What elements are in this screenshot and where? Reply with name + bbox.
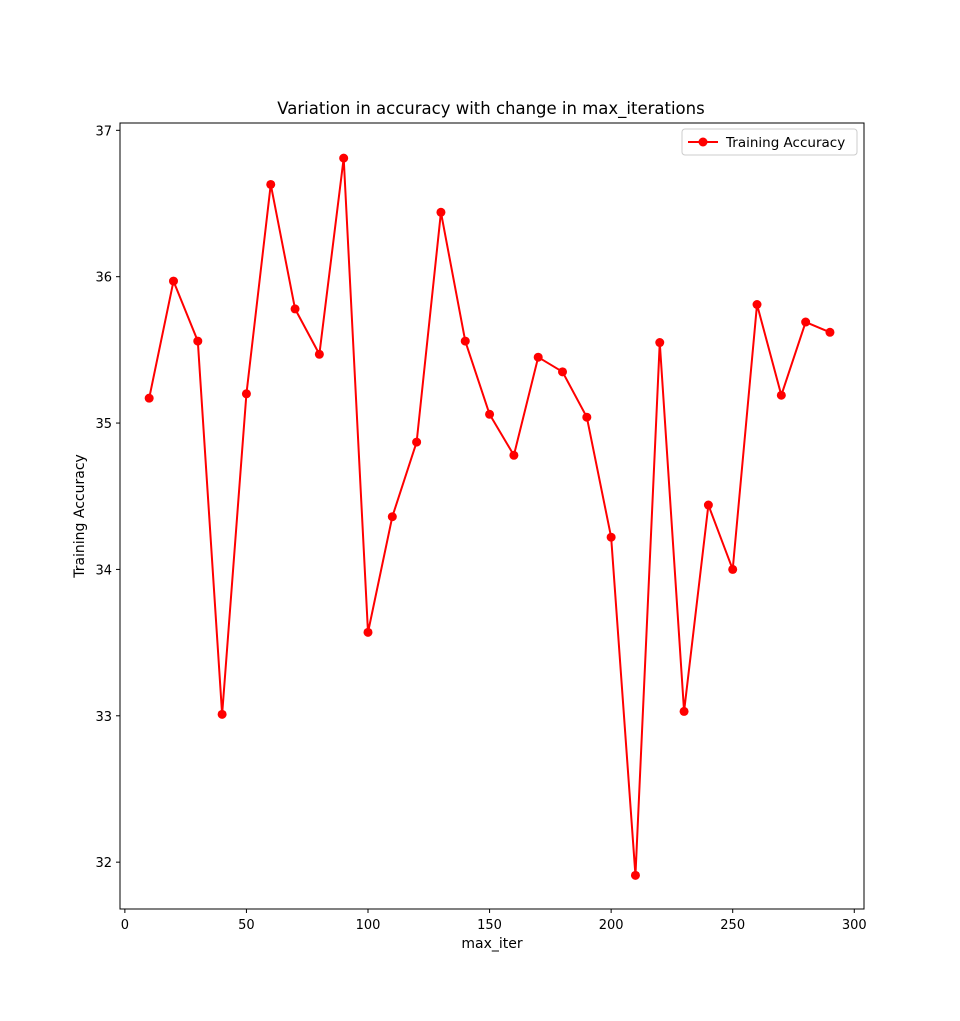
data-point [144, 393, 154, 403]
data-point [825, 327, 835, 337]
y-tick-label: 33 [95, 710, 112, 725]
data-point [217, 709, 227, 719]
legend-marker [698, 137, 708, 147]
data-point [168, 276, 178, 286]
y-tick-label: 35 [95, 417, 112, 432]
y-axis-label: Training Accuracy [72, 454, 88, 579]
x-tick-label: 50 [238, 918, 255, 933]
data-point [193, 336, 203, 346]
data-point [363, 627, 373, 637]
y-tick-label: 37 [95, 124, 112, 139]
data-point [679, 706, 689, 716]
data-point [412, 437, 422, 447]
data-point [801, 317, 811, 327]
data-point [776, 390, 786, 400]
data-point [290, 304, 300, 314]
data-point [752, 299, 762, 309]
x-tick-label: 250 [720, 918, 745, 933]
x-axis-ticks: 0 50 100 150 200 250 300 [121, 909, 867, 933]
data-point [460, 336, 470, 346]
x-tick-label: 100 [356, 918, 381, 933]
data-point [558, 367, 568, 377]
legend-label: Training Accuracy [725, 135, 845, 151]
x-axis-label: max_iter [461, 936, 522, 952]
data-point [314, 349, 324, 359]
data-point [509, 450, 519, 460]
data-point [533, 352, 543, 362]
data-point [485, 409, 495, 419]
plot-area [119, 122, 865, 910]
data-point [266, 179, 276, 189]
data-point [582, 412, 592, 422]
chart-title: Variation in accuracy with change in max… [277, 99, 704, 119]
y-tick-label: 36 [95, 271, 112, 286]
data-point [728, 564, 738, 574]
data-point [630, 870, 640, 880]
data-point [339, 153, 349, 163]
x-tick-label: 150 [477, 918, 502, 933]
legend: Training Accuracy [681, 128, 858, 156]
plot-frame [119, 122, 865, 910]
data-point [387, 512, 397, 522]
data-point [436, 207, 446, 217]
y-tick-label: 34 [95, 563, 112, 578]
y-tick-label: 32 [95, 856, 112, 871]
x-tick-label: 0 [121, 918, 129, 933]
y-axis-ticks: 32 33 34 35 36 37 [95, 124, 120, 871]
data-point [606, 532, 616, 542]
data-point [655, 338, 665, 348]
data-point [241, 389, 251, 399]
legend-box [681, 128, 858, 156]
series-line [148, 157, 831, 877]
data-point [703, 500, 713, 510]
x-tick-label: 200 [599, 918, 624, 933]
x-tick-label: 300 [842, 918, 867, 933]
series-layer [144, 153, 835, 880]
